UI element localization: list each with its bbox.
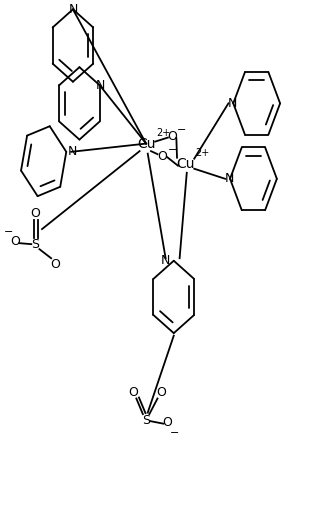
Text: O: O [50,258,60,271]
Text: O: O [167,130,177,142]
Text: −: − [167,145,177,155]
Text: S: S [142,414,150,426]
Text: 2+: 2+ [156,128,170,137]
Text: S: S [31,238,40,250]
Text: O: O [157,150,167,163]
Text: −: − [170,428,179,438]
Text: N: N [228,97,237,110]
Text: 2+: 2+ [195,148,209,158]
Text: −: − [4,227,13,237]
Text: O: O [31,207,40,221]
Text: N: N [161,254,171,267]
Text: O: O [162,416,172,429]
Text: N: N [225,172,234,185]
Text: −: − [177,125,187,135]
Text: N: N [68,3,78,16]
Text: Cu: Cu [176,157,195,171]
Text: N: N [68,146,77,158]
Text: O: O [10,235,20,248]
Text: N: N [96,79,105,92]
Text: O: O [156,386,166,399]
Text: O: O [128,386,138,399]
Text: Cu: Cu [137,136,155,151]
